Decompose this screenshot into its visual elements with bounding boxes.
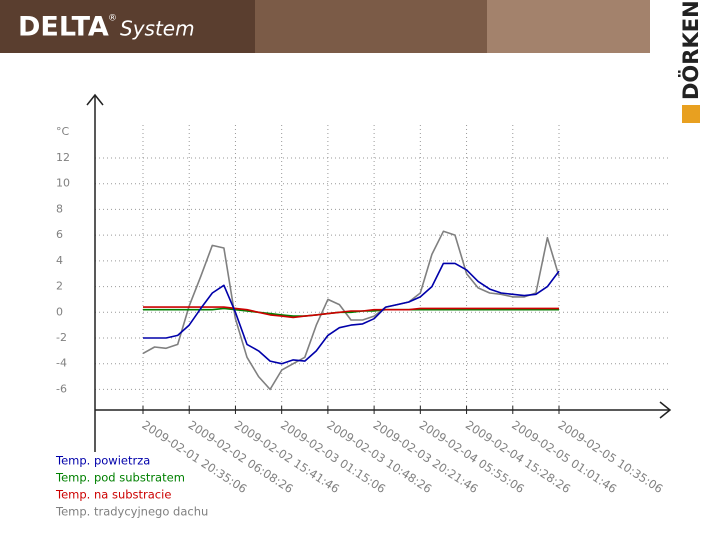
header-middle [255,0,487,53]
y-tick-label: 4 [56,254,63,267]
y-axis-arrow [86,93,104,106]
y-axis-label: °C [56,125,70,138]
series-line [143,306,559,319]
y-tick-label: 2 [56,280,63,293]
header-left [0,0,255,53]
legend-entry: Temp. na substracie [55,488,171,502]
y-tick-label: -4 [56,357,67,370]
y-tick-label: 10 [56,177,70,190]
company-logo-mark [682,105,700,123]
brand-mark: ® [108,14,117,24]
legend-entry: Temp. powietrza [55,454,150,468]
brand: DELTA [18,12,109,43]
product: System [120,17,195,41]
y-tick-label: 12 [56,151,70,164]
y-tick-label: -2 [56,331,67,344]
y-tick-label: 6 [56,228,63,241]
series-line [143,262,560,365]
series-line [143,307,559,317]
series-line [142,230,560,391]
y-tick-label: 8 [56,202,63,215]
company: DÖRKEN [678,0,703,100]
y-tick-label: 0 [56,305,63,318]
legend-entry: Temp. pod substratem [55,471,185,485]
legend-entry: Temp. tradycyjnego dachu [55,505,208,519]
y-tick-label: -6 [56,382,67,395]
header-right [487,0,650,53]
x-axis-arrow [659,401,672,419]
